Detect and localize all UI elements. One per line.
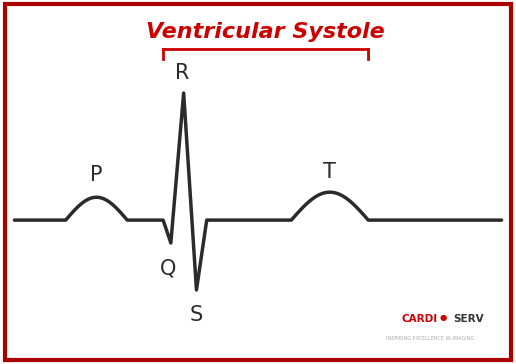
Text: R: R	[175, 63, 190, 83]
Text: Q: Q	[160, 258, 176, 278]
Text: ●: ●	[440, 313, 447, 322]
Text: SERV: SERV	[453, 314, 483, 324]
Text: CARDI: CARDI	[401, 314, 438, 324]
Text: P: P	[90, 165, 103, 185]
Text: INSPIRING EXCELLENCE IN IMAGING: INSPIRING EXCELLENCE IN IMAGING	[386, 336, 474, 341]
Text: S: S	[190, 305, 203, 325]
Text: Ventricular Systole: Ventricular Systole	[147, 22, 385, 42]
Text: T: T	[324, 162, 336, 182]
